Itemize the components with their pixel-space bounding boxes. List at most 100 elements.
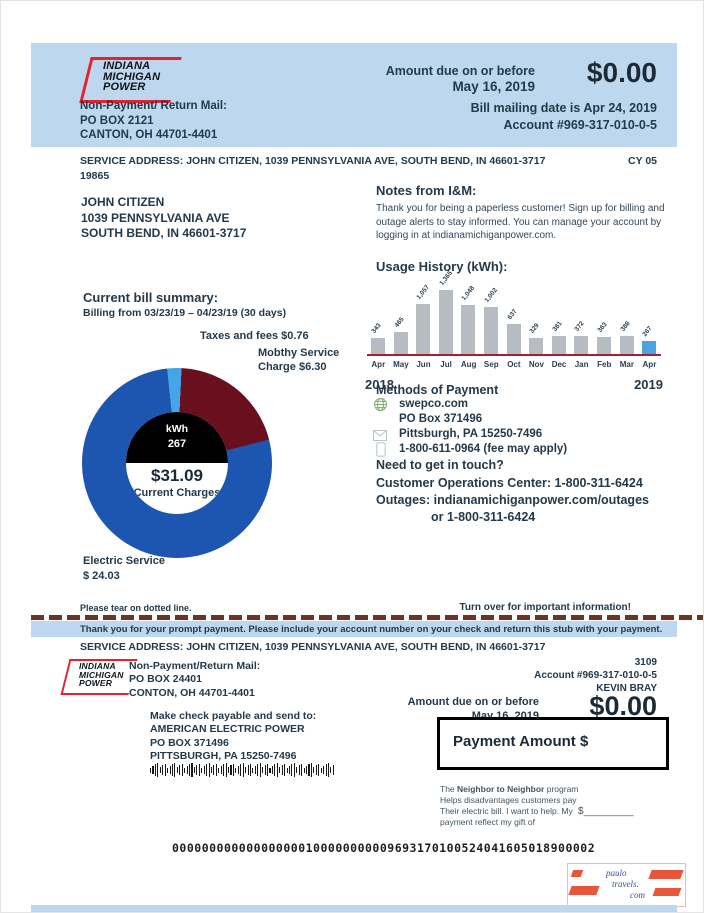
return-mail-line2: CANTON, OH 44701-4401 [80, 129, 218, 141]
stub-return-line1: PO BOX 24401 [129, 673, 202, 686]
check-payable-block: Make check payable and send to: AMERICAN… [150, 710, 316, 764]
tear-left-label: Please tear on dotted line. [80, 603, 192, 613]
customer-addr2: SOUTH BEND, IN 46601-3717 [81, 226, 247, 240]
kwh-label: kWh [165, 423, 189, 435]
usage-bar-oct-6: 637 Oct [506, 308, 521, 369]
stub-amount-due-value: $0.00 [589, 691, 657, 721]
usage-bar-apr-12: 267 Apr [641, 325, 657, 369]
amount-due-label-block: Amount due on or before May 16, 2019 [386, 63, 535, 95]
monthly-service-label: Mobthy Service Charge $6.30 [258, 347, 340, 373]
watermark-shape [570, 870, 584, 877]
stub-barcode [150, 762, 340, 778]
route-code: 19865 [80, 170, 110, 182]
stub-service-address: SERVICE ADDRESS: JOHN CITIZEN, 1039 PENN… [80, 641, 546, 653]
check-line1: AMERICAN ELECTRIC POWER [150, 723, 305, 736]
usage-title: Usage History (kWh): [376, 259, 508, 274]
customer-name: JOHN CITIZEN [81, 195, 165, 209]
watermark-text-3: com [630, 890, 645, 900]
contact-outages-phone: or 1-800-311-6424 [431, 510, 536, 524]
payment-amount-box: Payment Amount $ [437, 717, 669, 770]
cycle-code: CY 05 [628, 155, 657, 167]
watermark-text-2: travels. [612, 879, 639, 889]
usage-bar-apr-0: 343 Apr [370, 322, 386, 369]
contact-outages: Outages: indianamichiganpower.com/outage… [376, 493, 649, 507]
account-number: Account #969-317-010-0-5 [503, 118, 657, 132]
current-charges-amount: $31.09 [151, 466, 203, 485]
gift-amount-line: $_________ [578, 806, 634, 817]
stub-logo: INDIANA MICHIGAN POWER [60, 659, 215, 707]
contact-ops: Customer Operations Center: 1-800-311-64… [376, 476, 643, 490]
check-line3: PITTSBURGH, PA 15250-7496 [150, 750, 297, 763]
tear-dashed-line [31, 615, 703, 620]
neighbor-program-text: The Neighbor to Neighbor program Helps d… [440, 784, 579, 827]
contact-title: Need to get in touch? [376, 458, 504, 472]
methods-pobox: PO Box 371496 [399, 413, 483, 425]
stub-number: 3109 [634, 657, 657, 668]
usage-chart-bars: 343 Apr 465 May 1,057 Jun 1,365 Jul 1,048 Aug 1,00… [367, 269, 661, 384]
usage-bar-feb-10: 363 Feb [596, 321, 612, 369]
donut-center: kWh 267 $31.09 Current Charges [126, 412, 228, 514]
summary-title: Current bill summary: [83, 290, 219, 305]
amount-due-label: Amount due on or before [385, 64, 535, 78]
billing-period: Billing from 03/23/19 – 04/23/19 (30 day… [83, 307, 287, 319]
watermark-shape [568, 886, 600, 895]
usage-bar-mar-11: 388 Mar [619, 320, 634, 369]
due-date: May 16, 2019 [452, 79, 535, 94]
return-mail-block: Non-Payment/ Return Mail: PO BOX 2121 CA… [80, 99, 227, 143]
methods-city: Pittsburgh, PA 15250-7496 [399, 428, 543, 440]
service-address: SERVICE ADDRESS: JOHN CITIZEN, 1039 PENN… [80, 155, 546, 167]
header-band: INDIANA MICHIGAN POWER Non-Payment/ Return… [31, 43, 677, 147]
usage-bar-jul-3: 1,365 Jul [438, 269, 454, 369]
methods-web: swepco.com [399, 398, 469, 410]
taxes-label: Taxes and fees $0.76 [200, 330, 309, 342]
bill-donut: kWh 267 $31.09 Current Charges [82, 368, 272, 558]
usage-chart: 343 Apr 465 May 1,057 Jun 1,365 Jul 1,048 Aug 1,00… [365, 269, 663, 392]
prompt-payment-text: Thank you for your prompt payment. Pleas… [80, 624, 663, 635]
methods-lines: swepco.com PO Box 371496 Pittsburgh, PA … [399, 397, 567, 457]
usage-year-left: 2018 [365, 377, 394, 392]
return-mail-line1: PO BOX 2121 [80, 114, 154, 127]
notes-body: Thank you for being a paperless customer… [376, 203, 665, 241]
kwh-value: 267 [167, 438, 187, 450]
payment-amount-label: Payment Amount $ [453, 733, 589, 750]
globe-icon [374, 398, 387, 416]
envelope-icon [373, 428, 387, 446]
usage-bar-sep-5: 1,002 Sep [483, 286, 499, 369]
return-mail-label: Non-Payment/ Return Mail: [80, 100, 227, 112]
watermark-shape [648, 870, 684, 879]
usage-bar-jan-9: 372 Jan [573, 320, 589, 369]
watermark-shape [652, 888, 682, 896]
stub-return-mail: Non-Payment/Return Mail: PO BOX 24401 CO… [129, 660, 260, 700]
amount-due-value: $0.00 [586, 57, 657, 88]
check-label: Make check payable and send to: [150, 710, 317, 722]
stub-return-line2: CONTON, OH 44701-4401 [129, 686, 255, 699]
usage-bar-jun-2: 1,057 Jun [415, 283, 432, 369]
usage-bar-aug-4: 1,048 Aug [460, 284, 477, 369]
usage-year-right: 2019 [634, 377, 663, 392]
usage-chart-baseline [367, 354, 661, 356]
bottom-blue-strip [31, 905, 677, 912]
watermark-text-1: paulo [606, 868, 627, 878]
mailing-date: Bill mailing date is Apr 24, 2019 [470, 101, 657, 115]
stub-logo-text: INDIANA MICHIGAN POWER [79, 661, 124, 688]
prompt-payment-bar: Thank you for your prompt payment. Pleas… [31, 621, 677, 637]
usage-bar-dec-8: 381 Dec [551, 320, 567, 369]
customer-addr1: 1039 PENNSYLVANIA AVE [81, 210, 230, 225]
stub-customer-name: KEVIN BRAY [596, 683, 657, 694]
donut-center-black-half [126, 412, 228, 463]
neighbor-bold: Neighbor to Neighbor [457, 784, 545, 794]
methods-phone: 1-800-611-0964 (fee may apply) [399, 443, 568, 455]
current-charges-caption: Current Charges [133, 487, 221, 499]
micr-line: 0000000000000000001000000000096931701005… [172, 841, 596, 855]
notes-title: Notes from I&M: [376, 183, 477, 198]
tear-right-label: Turn over for important information! [459, 602, 631, 613]
phone-icon [376, 442, 386, 462]
usage-bar-may-1: 465 May [393, 316, 409, 369]
stub-account: Account #969-317-010-0-5 [534, 670, 657, 681]
electric-service-label: Electric Service $ 24.03 [83, 555, 165, 582]
stub-return-label: Non-Payment/Return Mail: [129, 660, 261, 672]
check-line2: PO BOX 371496 [150, 736, 229, 749]
watermark-stamp: paulo travels. com [567, 863, 686, 907]
logo-text: INDIANA MICHIGAN POWER [103, 60, 161, 93]
